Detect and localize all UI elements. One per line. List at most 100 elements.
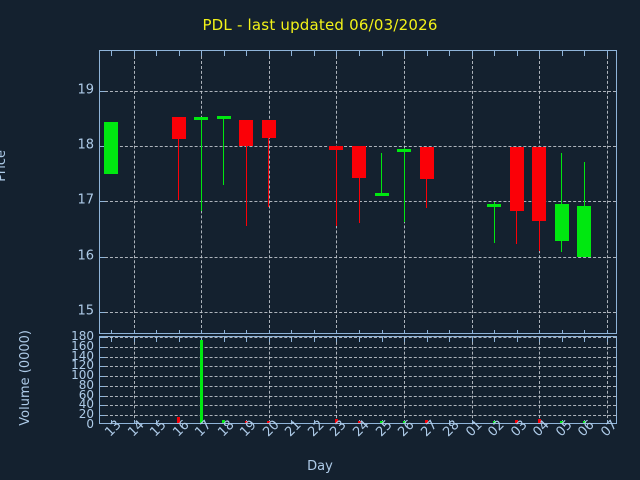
day-axis-tick (223, 337, 225, 342)
volume-gridline (100, 385, 616, 387)
day-axis-ticklabel: 07 (598, 417, 621, 440)
day-axis-ticklabel: 05 (552, 417, 576, 440)
candlestick-body (577, 205, 592, 257)
candlestick-wick (200, 116, 202, 212)
day-axis-ticklabel: 27 (417, 417, 441, 440)
volume-axis-ticklabel: 140 (71, 348, 94, 363)
volume-bar (244, 421, 248, 423)
candlestick (171, 51, 186, 333)
candlestick (419, 51, 434, 333)
day-axis-ticklabel: 19 (237, 417, 260, 440)
day-axis-ticklabel: 06 (575, 417, 598, 440)
price-gridline (100, 311, 616, 313)
candlestick-body (554, 204, 569, 242)
price-vgridline (133, 51, 135, 333)
day-axis-tick (313, 330, 315, 333)
day-axis-tick (223, 330, 225, 333)
price-gridline (100, 90, 616, 92)
day-axis-tick (561, 337, 563, 342)
day-axis-tick (404, 330, 406, 333)
day-axis-ticklabel: 18 (215, 417, 238, 440)
day-axis-tick (156, 420, 158, 423)
volume-gridline (100, 337, 616, 338)
volume-vgridline (133, 337, 135, 423)
candlestick-body (509, 147, 524, 212)
volume-axis-ticklabel: 60 (78, 387, 94, 402)
candlestick-wick (245, 120, 247, 227)
day-axis-tick (584, 337, 586, 342)
day-axis-ticklabel: 17 (192, 417, 215, 440)
volume-bar (492, 421, 496, 423)
day-axis-tick (291, 330, 293, 333)
day-axis-tick (359, 330, 360, 333)
volume-axis-tick (100, 337, 105, 338)
candlestick-wick (223, 116, 225, 185)
candlestick-body (239, 120, 254, 147)
day-axis-tick (516, 337, 518, 342)
day-axis-tick (291, 337, 293, 342)
day-axis-tick (111, 51, 113, 56)
volume-gridline (100, 405, 616, 407)
day-axis-tick (381, 337, 383, 342)
price-axis-ticklabel: 15 (77, 303, 94, 319)
volume-bar (380, 421, 384, 423)
day-axis-tick (359, 337, 360, 342)
volume-bar (402, 421, 406, 423)
volume-axis-title: Volume (0000) (18, 330, 33, 426)
candlestick-wick (403, 147, 405, 223)
volume-vgridline (471, 337, 473, 423)
candlestick-body (261, 119, 276, 138)
volume-gridline (100, 395, 616, 397)
candlestick-wick (381, 152, 383, 195)
day-axis-tick (156, 330, 158, 333)
day-axis-tick (494, 330, 496, 333)
day-axis-tick (291, 51, 293, 56)
volume-bar (515, 420, 519, 423)
day-axis-ticklabel: 26 (395, 417, 418, 440)
candlestick-body (352, 146, 366, 179)
day-axis-tick (471, 51, 473, 56)
volume-gridline (100, 346, 616, 348)
candlestick-body (532, 147, 547, 221)
price-axis-ticklabel: 18 (77, 137, 94, 153)
day-axis-tick (606, 330, 608, 333)
candlestick-body (419, 147, 434, 180)
day-axis-ticklabel: 22 (305, 417, 328, 440)
candlestick-body (194, 117, 209, 121)
volume-axis-tick (100, 385, 105, 387)
day-axis-tick (449, 420, 451, 423)
price-gridline (100, 256, 616, 258)
day-axis-tick (268, 51, 270, 56)
candlestick (104, 51, 119, 333)
price-axis-ticklabel: 16 (77, 248, 94, 264)
candlestick-body (329, 146, 344, 151)
candlestick (532, 51, 547, 333)
price-gridline (100, 201, 616, 203)
candlestick (239, 51, 254, 333)
price-axis-tick (100, 90, 105, 92)
day-axis-tick (313, 420, 315, 423)
candlestick (554, 51, 569, 333)
volume-bar (560, 421, 564, 423)
volume-vgridline (539, 337, 541, 423)
day-axis-tick (246, 51, 248, 56)
volume-axis-tick (100, 376, 105, 378)
day-axis-tick (606, 51, 608, 56)
candlestick (352, 51, 366, 333)
candlestick (487, 51, 502, 333)
candlestick (374, 51, 389, 333)
candlestick-wick (561, 152, 563, 253)
price-axis-tick (100, 311, 105, 313)
day-axis-tick (471, 420, 473, 423)
day-axis-tick (133, 337, 135, 342)
day-axis-tick (313, 51, 315, 56)
candlestick (261, 51, 276, 333)
day-axis-tick (426, 337, 428, 342)
day-axis-tick (606, 420, 608, 423)
volume-vgridline (268, 337, 270, 423)
day-axis-ticklabel: 04 (530, 417, 553, 440)
chart-title: PDL - last updated 06/03/2026 (202, 16, 438, 34)
volume-axis-ticklabel: 180 (71, 329, 94, 343)
candlestick (577, 51, 592, 333)
day-axis-tick (156, 51, 158, 56)
